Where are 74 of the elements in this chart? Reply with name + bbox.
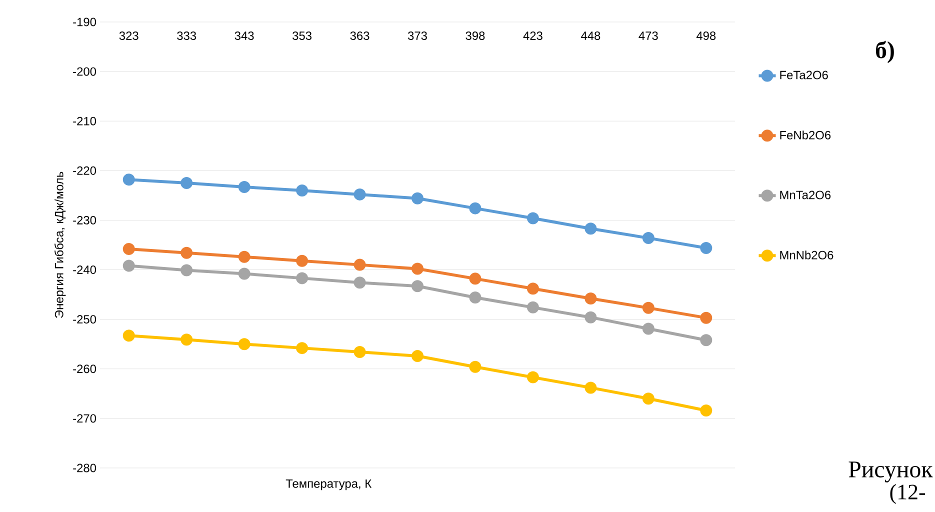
point — [700, 404, 712, 416]
point — [122, 242, 135, 255]
x-tick-label: 498 — [696, 31, 716, 40]
point — [122, 174, 135, 186]
point — [642, 232, 654, 244]
point — [642, 302, 654, 314]
point — [469, 360, 482, 373]
point — [296, 342, 308, 354]
y-tick-label: -260 — [73, 364, 96, 374]
point — [526, 371, 539, 384]
point — [469, 272, 482, 285]
x-tick-label: 398 — [466, 31, 485, 40]
x-tick-label: 363 — [350, 31, 370, 40]
point — [700, 242, 712, 254]
point — [354, 188, 366, 200]
legend-label: MnTa2O6 — [780, 190, 831, 200]
point — [180, 264, 193, 276]
legend-label: FeTa2O6 — [780, 70, 828, 80]
point — [238, 181, 250, 194]
x-tick-label: 423 — [523, 31, 542, 40]
point — [238, 268, 250, 280]
point — [526, 301, 539, 314]
point — [238, 250, 250, 263]
x-tick-label: 353 — [292, 31, 312, 40]
y-tick-label: -200 — [73, 67, 96, 76]
point — [354, 258, 366, 271]
point — [412, 262, 424, 275]
point — [296, 184, 308, 196]
y-tick-label: -270 — [73, 414, 96, 423]
point — [412, 280, 424, 292]
x-tick-label: 473 — [638, 31, 658, 40]
point — [469, 202, 482, 214]
x-tick-label: 373 — [408, 31, 427, 40]
y-axis-title: Энергия Гиббса, кДж/моль — [54, 172, 66, 318]
point — [584, 382, 597, 394]
point — [700, 312, 712, 324]
point — [296, 254, 308, 267]
point — [584, 311, 597, 324]
point — [642, 322, 654, 335]
point — [412, 350, 424, 362]
point — [584, 292, 597, 305]
point — [296, 272, 308, 284]
x-tick-label: 333 — [177, 31, 196, 40]
x-tick-label: 323 — [119, 31, 138, 40]
point — [122, 330, 135, 342]
point — [180, 334, 193, 346]
text: Рисунок — [848, 462, 933, 482]
point — [180, 177, 193, 190]
point — [412, 192, 424, 204]
y-tick-label: -220 — [73, 166, 96, 175]
point — [354, 276, 366, 289]
point — [526, 212, 539, 224]
y-tick-label: -190 — [73, 18, 96, 26]
text: б) — [876, 40, 894, 64]
x-axis-title: Температура, К — [286, 479, 372, 490]
y-tick-label: -250 — [73, 315, 96, 324]
legend-label: FeNb2O6 — [780, 130, 831, 140]
y-tick-label: -280 — [73, 464, 96, 472]
point — [642, 392, 654, 405]
point — [354, 346, 366, 358]
point — [469, 292, 482, 304]
x-tick-label: 448 — [581, 31, 600, 40]
legend-label: MnNb2O6 — [780, 250, 834, 260]
y-tick-label: -240 — [73, 266, 96, 274]
point — [180, 246, 193, 259]
point — [584, 222, 597, 235]
text: (12- — [890, 484, 926, 504]
point — [526, 282, 539, 295]
point — [122, 260, 135, 272]
x-tick-label: 343 — [234, 31, 254, 40]
y-tick-label: -230 — [73, 216, 96, 224]
y-tick-label: -210 — [73, 116, 96, 126]
point — [238, 338, 250, 350]
point — [700, 334, 712, 346]
